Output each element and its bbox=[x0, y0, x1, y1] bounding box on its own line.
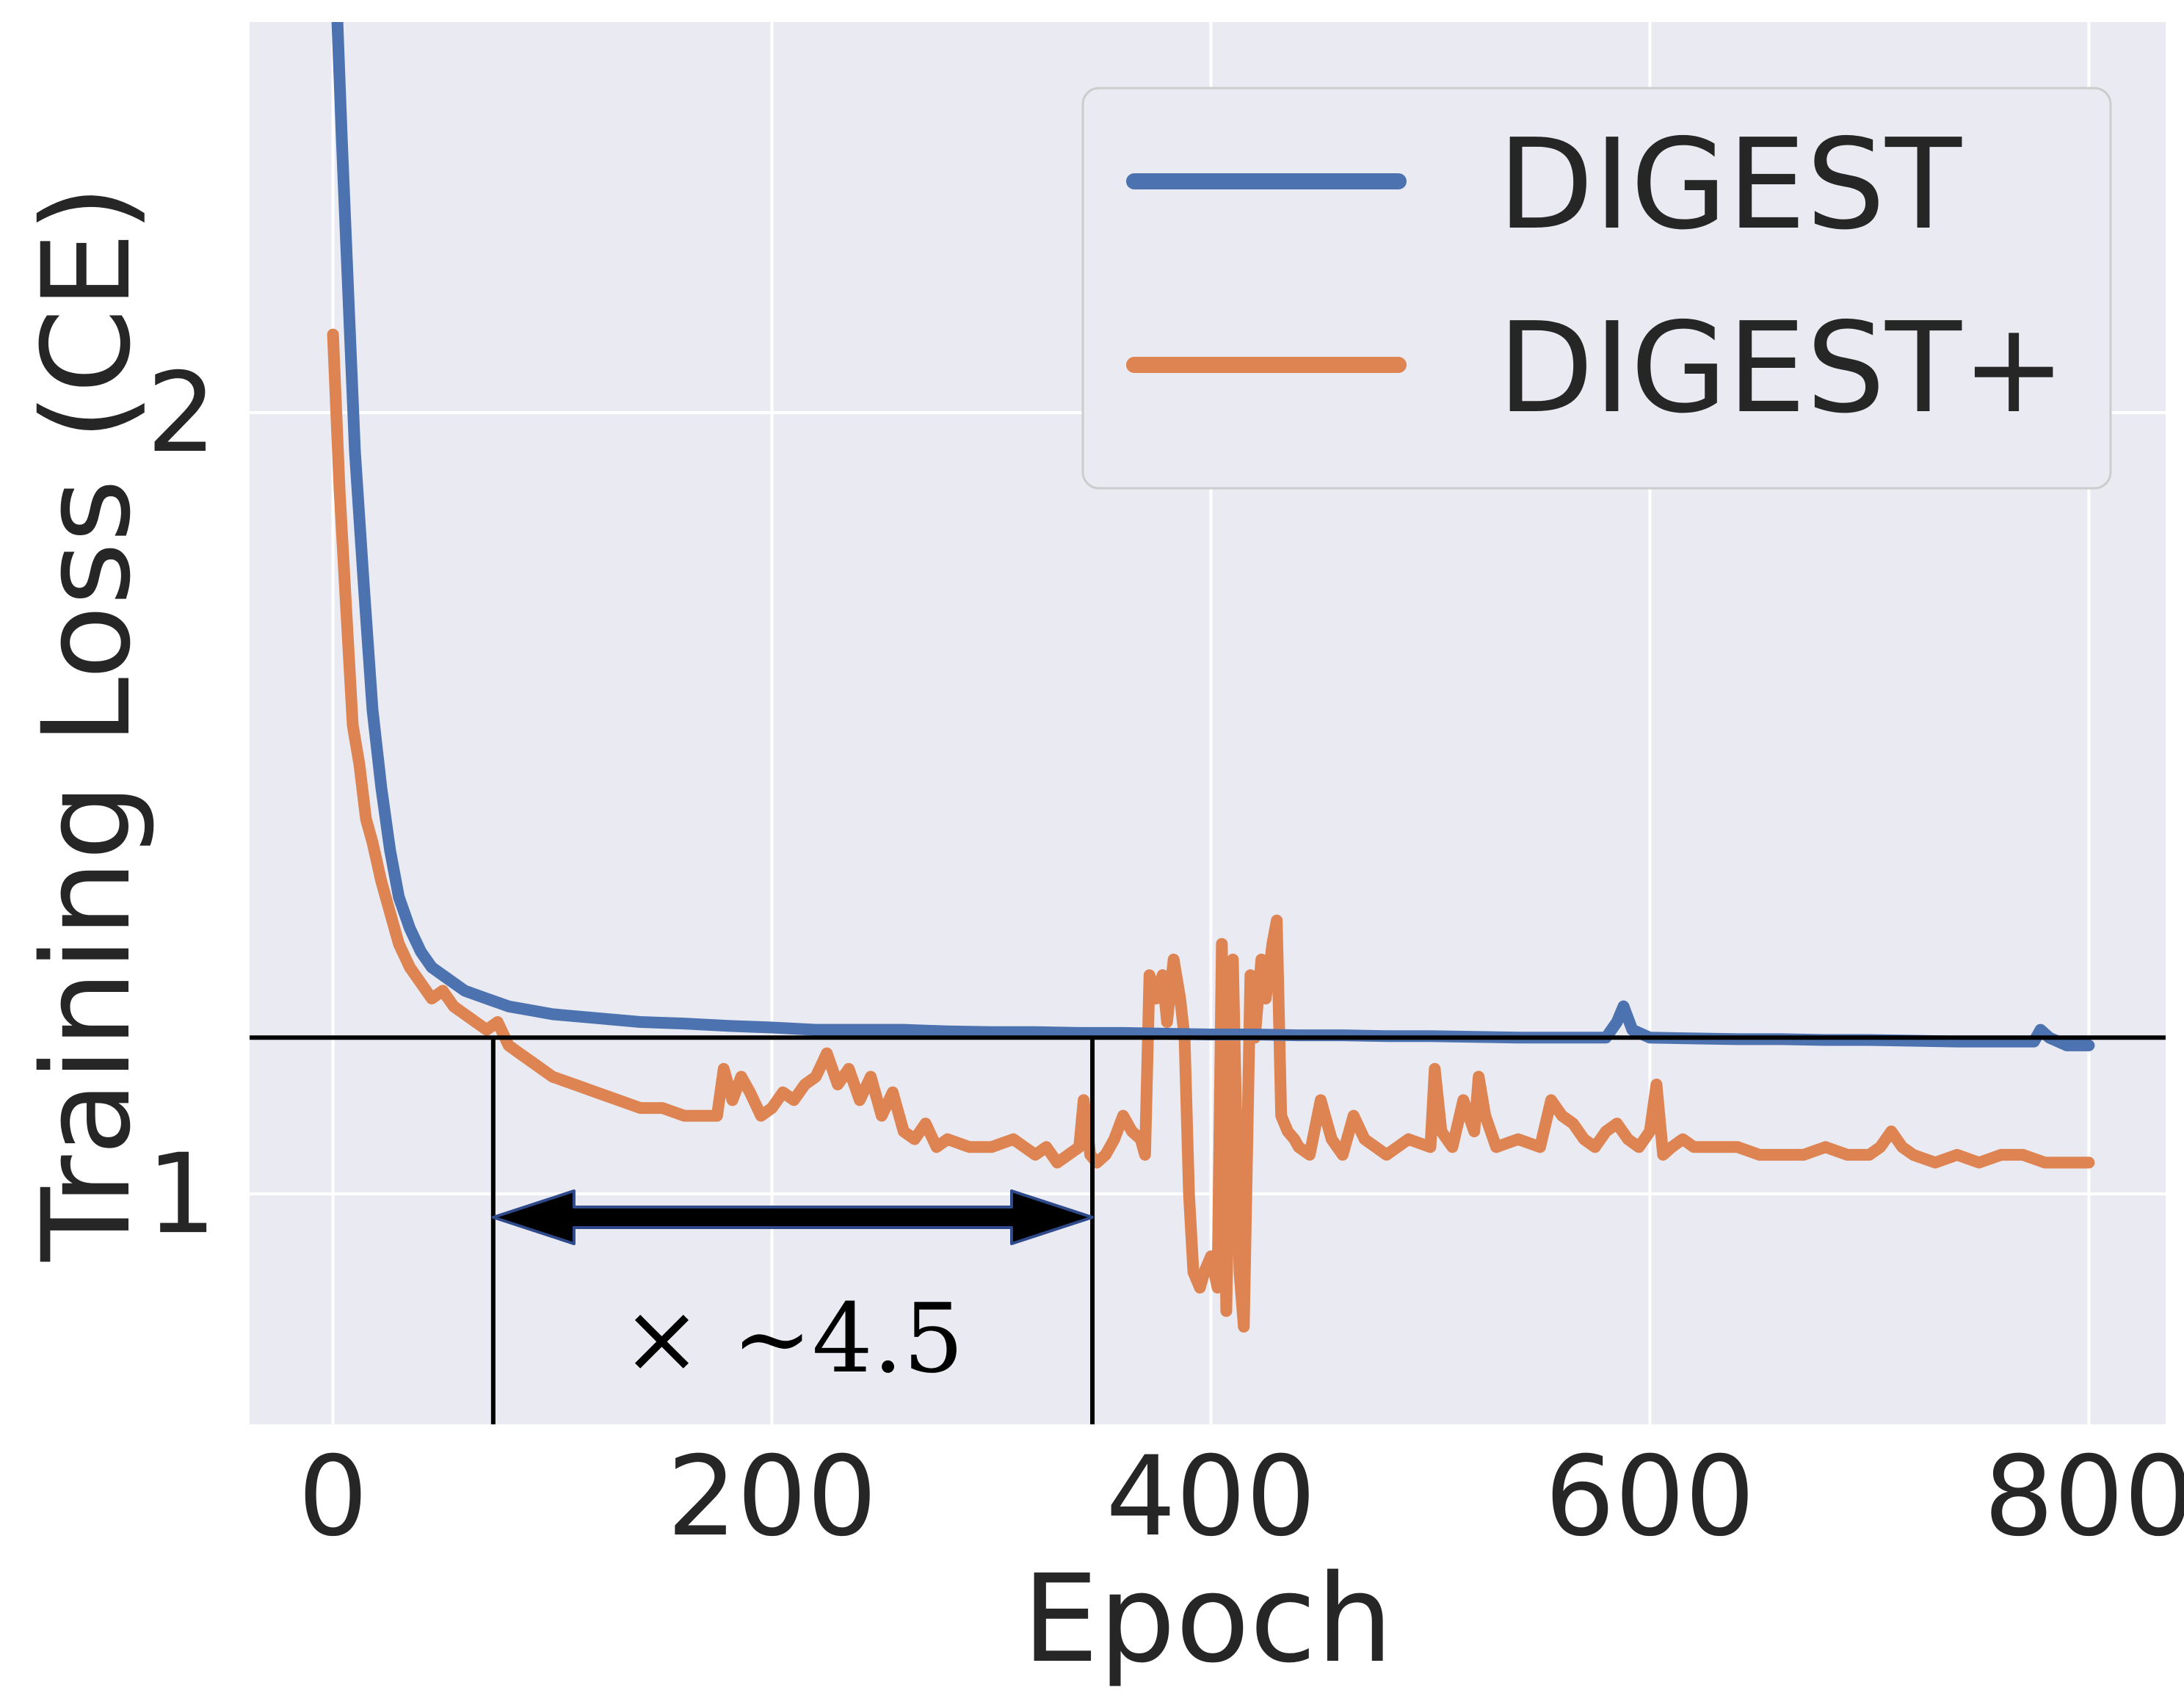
x-tick-label-600: 600 bbox=[1545, 1433, 1755, 1561]
x-tick-label-0: 0 bbox=[298, 1433, 368, 1561]
x-tick-label-200: 200 bbox=[667, 1433, 877, 1561]
legend: DIGEST DIGEST+ bbox=[1081, 87, 2112, 490]
y-tick-label-1: 1 bbox=[147, 1131, 217, 1258]
y-tick-label-2: 2 bbox=[147, 349, 217, 477]
annotation-layer: × ~4.5 bbox=[250, 1035, 2166, 1424]
legend-label-digest: DIGEST bbox=[1498, 112, 1962, 258]
x-tick-label-400: 400 bbox=[1106, 1433, 1316, 1561]
x-axis-label: Epoch bbox=[1022, 1548, 1393, 1689]
series-line-digest-plus bbox=[327, 328, 2095, 1333]
x-axis-ticks: 0 200 400 600 800 bbox=[298, 1433, 2184, 1561]
speedup-label: × ~4.5 bbox=[622, 1283, 964, 1394]
y-axis-label: Training Loss (CE) bbox=[16, 185, 157, 1262]
double-arrow bbox=[491, 1189, 1094, 1245]
legend-label-digest-plus: DIGEST+ bbox=[1498, 296, 2066, 441]
x-tick-label-800: 800 bbox=[1984, 1433, 2184, 1561]
y-axis-ticks: 12 bbox=[147, 349, 217, 1258]
